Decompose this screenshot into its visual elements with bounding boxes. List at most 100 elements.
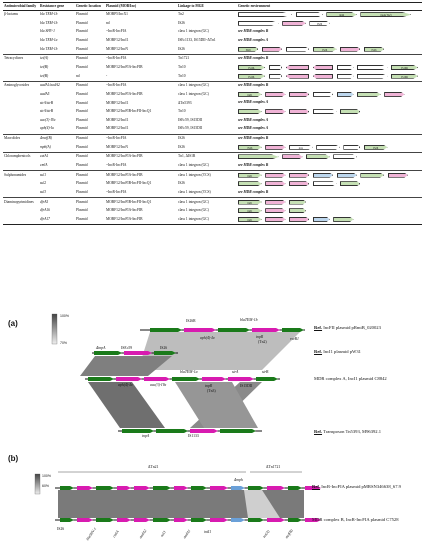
cell-gene: aph(4)-Ia xyxy=(40,126,54,131)
cell-plasmid: MOBF12/IncI1 xyxy=(106,38,129,43)
cell-mge: Tn1721 xyxy=(177,53,237,64)
cell-environment: tnpR tnpA(Tn2) xyxy=(237,10,422,19)
cell-environment: see MDR complex B xyxy=(237,28,422,37)
gene-arrow: IS26 xyxy=(238,46,259,52)
gene-arrow: IS10R xyxy=(391,64,419,70)
panel-a-ref-3: MDR complex A, IncI1 plasmid C8842 xyxy=(314,376,387,381)
gene-arrow xyxy=(134,518,150,522)
gene-arrow xyxy=(172,377,200,381)
table-row: bla TEM-1a Plasmid MOBF12/IncI1 ISEc1133, I… xyxy=(3,37,422,46)
cell-loc: Plasmid xyxy=(75,80,105,91)
cell-gene: dfrA5 xyxy=(39,197,75,207)
cell-family: Aminoglycosides xyxy=(3,80,39,91)
cell-gene: strA/strB xyxy=(40,109,53,114)
gene-arrow: IS26 xyxy=(363,144,388,150)
cell-family xyxy=(3,63,39,72)
environment-note: see MDR complex A xyxy=(238,126,269,131)
gene-arrow xyxy=(336,64,354,70)
cell-loc: Plasmid xyxy=(76,91,88,96)
gene-arrow xyxy=(282,154,303,160)
gene-arrow xyxy=(357,91,381,97)
cell-family xyxy=(3,143,39,152)
cell-environment: see MDR complex B xyxy=(237,80,422,91)
map-label: IS15DII xyxy=(240,384,253,388)
gene-arrow xyxy=(190,429,218,433)
gene-arrow xyxy=(312,109,337,115)
gene-arrow: IS26 xyxy=(238,144,262,150)
cell-plasmid: MOBF12/IncFIA-IncFIB xyxy=(106,91,143,96)
gene-arrow xyxy=(210,518,228,522)
gene-arrow xyxy=(191,518,207,522)
gene-arrow xyxy=(174,486,188,490)
gene-arrow xyxy=(357,64,388,70)
table-row: Diaminopyrimidines dfrA5 Plasmid MOBF12/Inc… xyxy=(3,197,422,207)
gene-arrow xyxy=(265,144,286,150)
gene-arrow xyxy=(153,518,171,522)
gene-arrow xyxy=(285,64,310,70)
cell-mge: class 1 integron (GC) xyxy=(178,91,209,96)
cell-gene: tet(A) xyxy=(39,53,75,64)
gene-arrow xyxy=(231,486,245,490)
cell-loc: Plasmid xyxy=(76,144,88,149)
map-label: blaTEM-1a xyxy=(180,370,198,374)
table-row: cmlA Plasmid ~IncR-IncFIA class 1 integron … xyxy=(3,161,422,170)
cell-environment: see MDR complex A xyxy=(237,116,422,125)
table-row: aph(4)-Ia Plasmid MOBF12/IncI1 ISEc59, IS15… xyxy=(3,125,422,134)
environment-note: see MDR complex A xyxy=(238,117,269,122)
cell-loc: Plasmid xyxy=(75,133,105,144)
panel-a-ref-4: Ref. Transposon Tn5393, M96392.1 xyxy=(314,429,382,434)
panel-a-map xyxy=(51,313,305,433)
cell-environment: intI1 xyxy=(237,170,422,180)
cell-plasmid: ~IncR-IncFIA xyxy=(106,29,127,34)
table-row: mph(A) Plasmid MOBF12/IncN IS26 IS26 mrx IS26 xyxy=(3,143,422,152)
cell-gene: dfrA16 xyxy=(40,208,50,213)
cell-environment: see MDR complex A xyxy=(237,99,422,108)
cell-gene: sul2 xyxy=(40,181,46,186)
cell-mge: class 1 integron (GC) xyxy=(177,215,237,225)
cell-family xyxy=(3,37,39,46)
cell-gene: sul3 xyxy=(40,189,46,194)
cell-family: Macrolides xyxy=(3,133,39,144)
cell-loc: Plasmid xyxy=(75,215,105,225)
gene-arrow: intI1 xyxy=(238,199,262,205)
cell-mge: Tn2 xyxy=(178,12,184,17)
gene-arrow: IS26 xyxy=(309,20,330,26)
map-label: aac(3)-IVa xyxy=(150,383,167,387)
gene-arrow xyxy=(265,109,286,115)
gene-arrow xyxy=(228,377,254,381)
gene-arrow xyxy=(174,518,188,522)
gene-arrow xyxy=(333,154,357,160)
gene-arrow: intI1 xyxy=(238,91,262,97)
cell-mge: class 1 integron (GC) xyxy=(178,29,209,34)
cell-family xyxy=(3,188,39,197)
cell-plasmid: MOBF12/IncI1 xyxy=(106,126,129,131)
cell-loc: Plasmid xyxy=(76,46,88,51)
gene-arrow xyxy=(231,518,245,522)
table-row: Aminoglycosides aadA1/aadA2 Plasmid ~IncR-I… xyxy=(3,80,422,91)
similarity-band xyxy=(244,490,280,518)
cell-family xyxy=(3,28,39,37)
cell-gene: bla TEM-1b xyxy=(40,20,58,25)
gene-arrow: intI1 xyxy=(238,208,262,214)
panel-b-scale-bottom: 60% xyxy=(42,484,50,488)
gene-arrow xyxy=(312,73,334,79)
environment-note: see MDR complex B xyxy=(238,189,269,194)
gene-arrow xyxy=(96,486,114,490)
gene-arrow xyxy=(305,518,321,522)
cell-family xyxy=(3,125,39,134)
cell-environment xyxy=(237,180,422,189)
panel-a-ref-2: Ref. IncI1 plasmid pW31 xyxy=(314,349,361,354)
table-row: Chloramphenicols catA1 Plasmid MOBF12/IncFI… xyxy=(3,151,422,162)
map-label: rsvB1 xyxy=(290,337,299,341)
cell-gene: tet(B) xyxy=(40,73,49,78)
cell-mge: Tn1, ΔIS1R xyxy=(177,151,237,162)
cell-loc: Plasmid xyxy=(76,20,88,25)
cell-loc: Plasmid xyxy=(76,109,88,114)
header-location: Genetic location xyxy=(75,2,105,11)
gene-arrow xyxy=(265,181,286,187)
cell-family: β-lactams xyxy=(4,12,19,17)
gene-arrow xyxy=(343,144,361,150)
table-row: aadA5 Plasmid MOBF12/IncFIA-IncFIB class 1 … xyxy=(3,90,422,99)
cell-plasmid: MOBF12/IncFIB-IncFII-IncQ1 xyxy=(105,197,177,207)
cell-mge: ISEc59, IS15DII xyxy=(178,126,203,131)
